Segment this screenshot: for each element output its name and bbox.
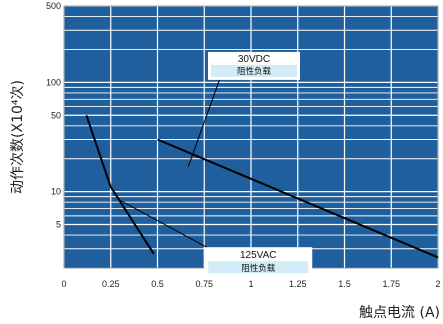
callout-title: 30VDC xyxy=(238,54,270,65)
y-tick-label: 500 xyxy=(46,1,61,11)
series-line xyxy=(85,114,155,255)
x-tick-label: 1.5 xyxy=(338,279,351,289)
x-tick-label: 0.25 xyxy=(102,279,120,289)
x-tick-label: 0 xyxy=(61,279,66,289)
callout-subtitle: 阻性负载 xyxy=(237,66,272,77)
x-tick-label: 0.75 xyxy=(195,279,213,289)
x-tick-label: 2 xyxy=(435,279,440,289)
x-tick-labels: 0 0.25 0.5 0.75 1 1.25 1.5 1.75 2 xyxy=(61,279,440,289)
y-axis-label: 动作次数(X10⁴次) xyxy=(10,80,26,194)
callout-title: 125VAC xyxy=(240,250,277,261)
x-tick-label: 0.5 xyxy=(151,279,164,289)
y-tick-label: 50 xyxy=(51,110,61,120)
x-tick-label: 1.25 xyxy=(289,279,307,289)
callout-leader xyxy=(117,198,211,250)
callout-highlight xyxy=(210,64,297,77)
curves xyxy=(85,114,439,259)
y-tick-label: 100 xyxy=(46,77,61,87)
y-tick-label: 5 xyxy=(56,220,61,230)
y-tick-labels: 500 100 50 10 5 xyxy=(46,1,61,230)
x-axis-label: 触点电流 (A) xyxy=(359,305,440,321)
y-tick-label: 10 xyxy=(51,187,61,197)
grid xyxy=(63,5,439,269)
x-tick-label: 1 xyxy=(248,279,253,289)
callout-leader xyxy=(187,77,221,167)
callout-subtitle: 阻性负载 xyxy=(241,263,276,274)
x-tick-label: 1.75 xyxy=(382,279,400,289)
callout-highlight xyxy=(208,261,309,274)
series-line xyxy=(157,138,439,259)
